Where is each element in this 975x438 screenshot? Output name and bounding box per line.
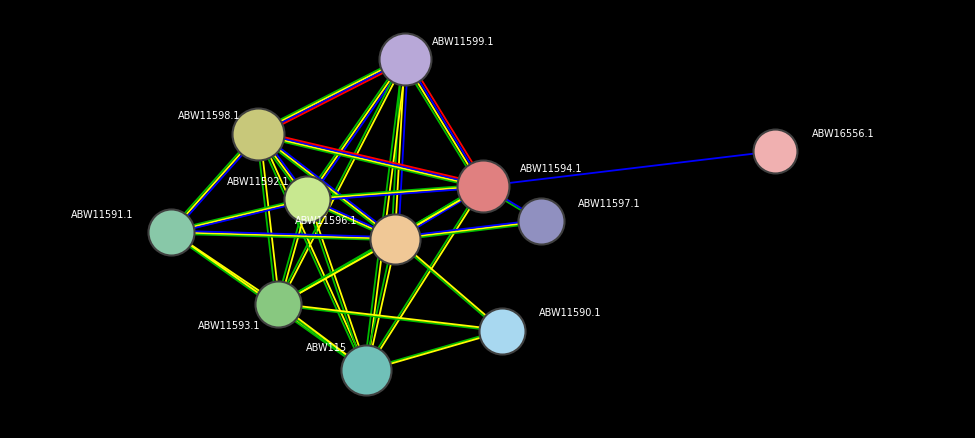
Text: ABW16556.1: ABW16556.1: [812, 129, 875, 138]
Text: ABW11594.1: ABW11594.1: [520, 164, 582, 173]
Point: [163, 229, 178, 236]
Point: [299, 196, 315, 203]
Text: ABW11591.1: ABW11591.1: [71, 210, 134, 219]
Point: [397, 56, 412, 63]
Text: ABW11599.1: ABW11599.1: [432, 37, 494, 46]
Text: ABW11590.1: ABW11590.1: [539, 308, 602, 318]
Point: [533, 218, 549, 225]
Point: [358, 367, 373, 374]
Text: ABW11592.1: ABW11592.1: [227, 177, 290, 187]
Text: ABW11596.1: ABW11596.1: [295, 216, 358, 226]
Text: ABW115: ABW115: [306, 343, 347, 353]
Point: [270, 301, 286, 308]
Text: ABW11597.1: ABW11597.1: [578, 199, 641, 208]
Point: [475, 183, 490, 190]
Point: [387, 235, 403, 242]
Point: [767, 148, 783, 155]
Text: ABW11593.1: ABW11593.1: [198, 321, 260, 331]
Text: ABW11598.1: ABW11598.1: [178, 111, 241, 121]
Point: [494, 327, 510, 334]
Point: [251, 130, 266, 137]
